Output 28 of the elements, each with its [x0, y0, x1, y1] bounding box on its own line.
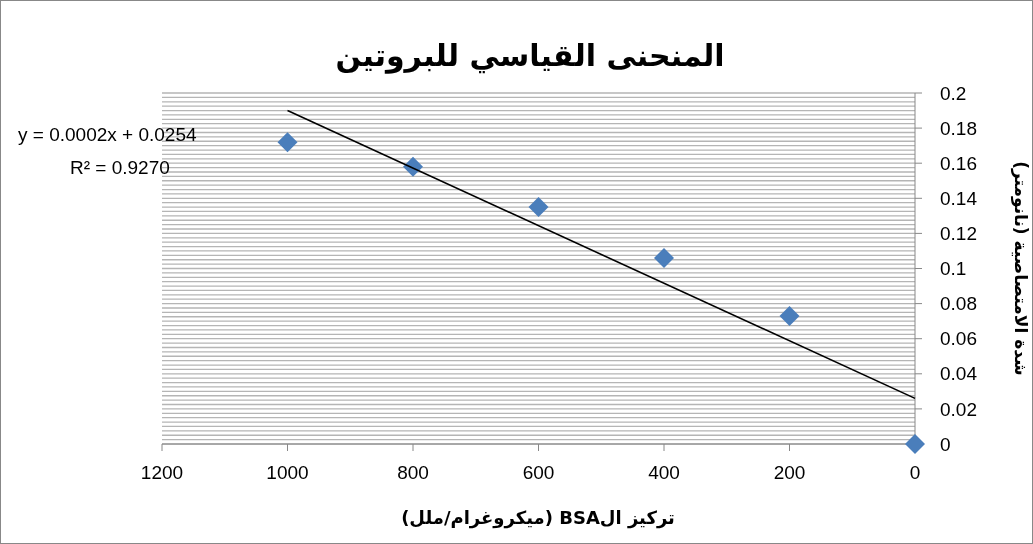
annotation: R² = 0.9270: [70, 157, 170, 178]
x-tick-label: 800: [397, 462, 429, 483]
chart-title: المنحنى القياسي للبروتين: [335, 38, 725, 74]
y-tick-label: 0.2: [940, 82, 967, 104]
x-tick-label: 200: [773, 462, 806, 483]
y-tick-label: 0: [940, 433, 951, 455]
point: [905, 434, 925, 454]
y-tick-label: 0.18: [940, 117, 977, 139]
x-tick-label: 0: [909, 462, 921, 483]
y-tick-label: 0.06: [940, 328, 977, 350]
point: [779, 305, 800, 326]
y-axis-title: شدة الامتصاصية (نانومتر): [1010, 161, 1031, 376]
y-tick-label: 0.16: [940, 152, 977, 174]
point: [277, 132, 298, 153]
y-tick-label: 0.1: [940, 258, 967, 280]
y-tick-label: 0.14: [940, 187, 978, 209]
point: [528, 197, 549, 218]
point: [654, 247, 674, 268]
x-tick-label: 1200: [140, 462, 184, 483]
y-tick-label: 0.12: [940, 223, 977, 245]
y-tick-label: 0.08: [940, 293, 977, 315]
x-tick-label: 1000: [266, 462, 309, 483]
x-tick-label: 400: [648, 462, 680, 483]
x-tick-label: 600: [522, 462, 555, 483]
y-tick-label: 0.04: [940, 363, 978, 385]
y-tick-label: 0.02: [940, 398, 977, 420]
x-axis-title: تركيز الBSA (ميكروغرام/ملل): [401, 507, 675, 529]
annotation: y = 0.0002x + 0.0254: [18, 124, 197, 145]
